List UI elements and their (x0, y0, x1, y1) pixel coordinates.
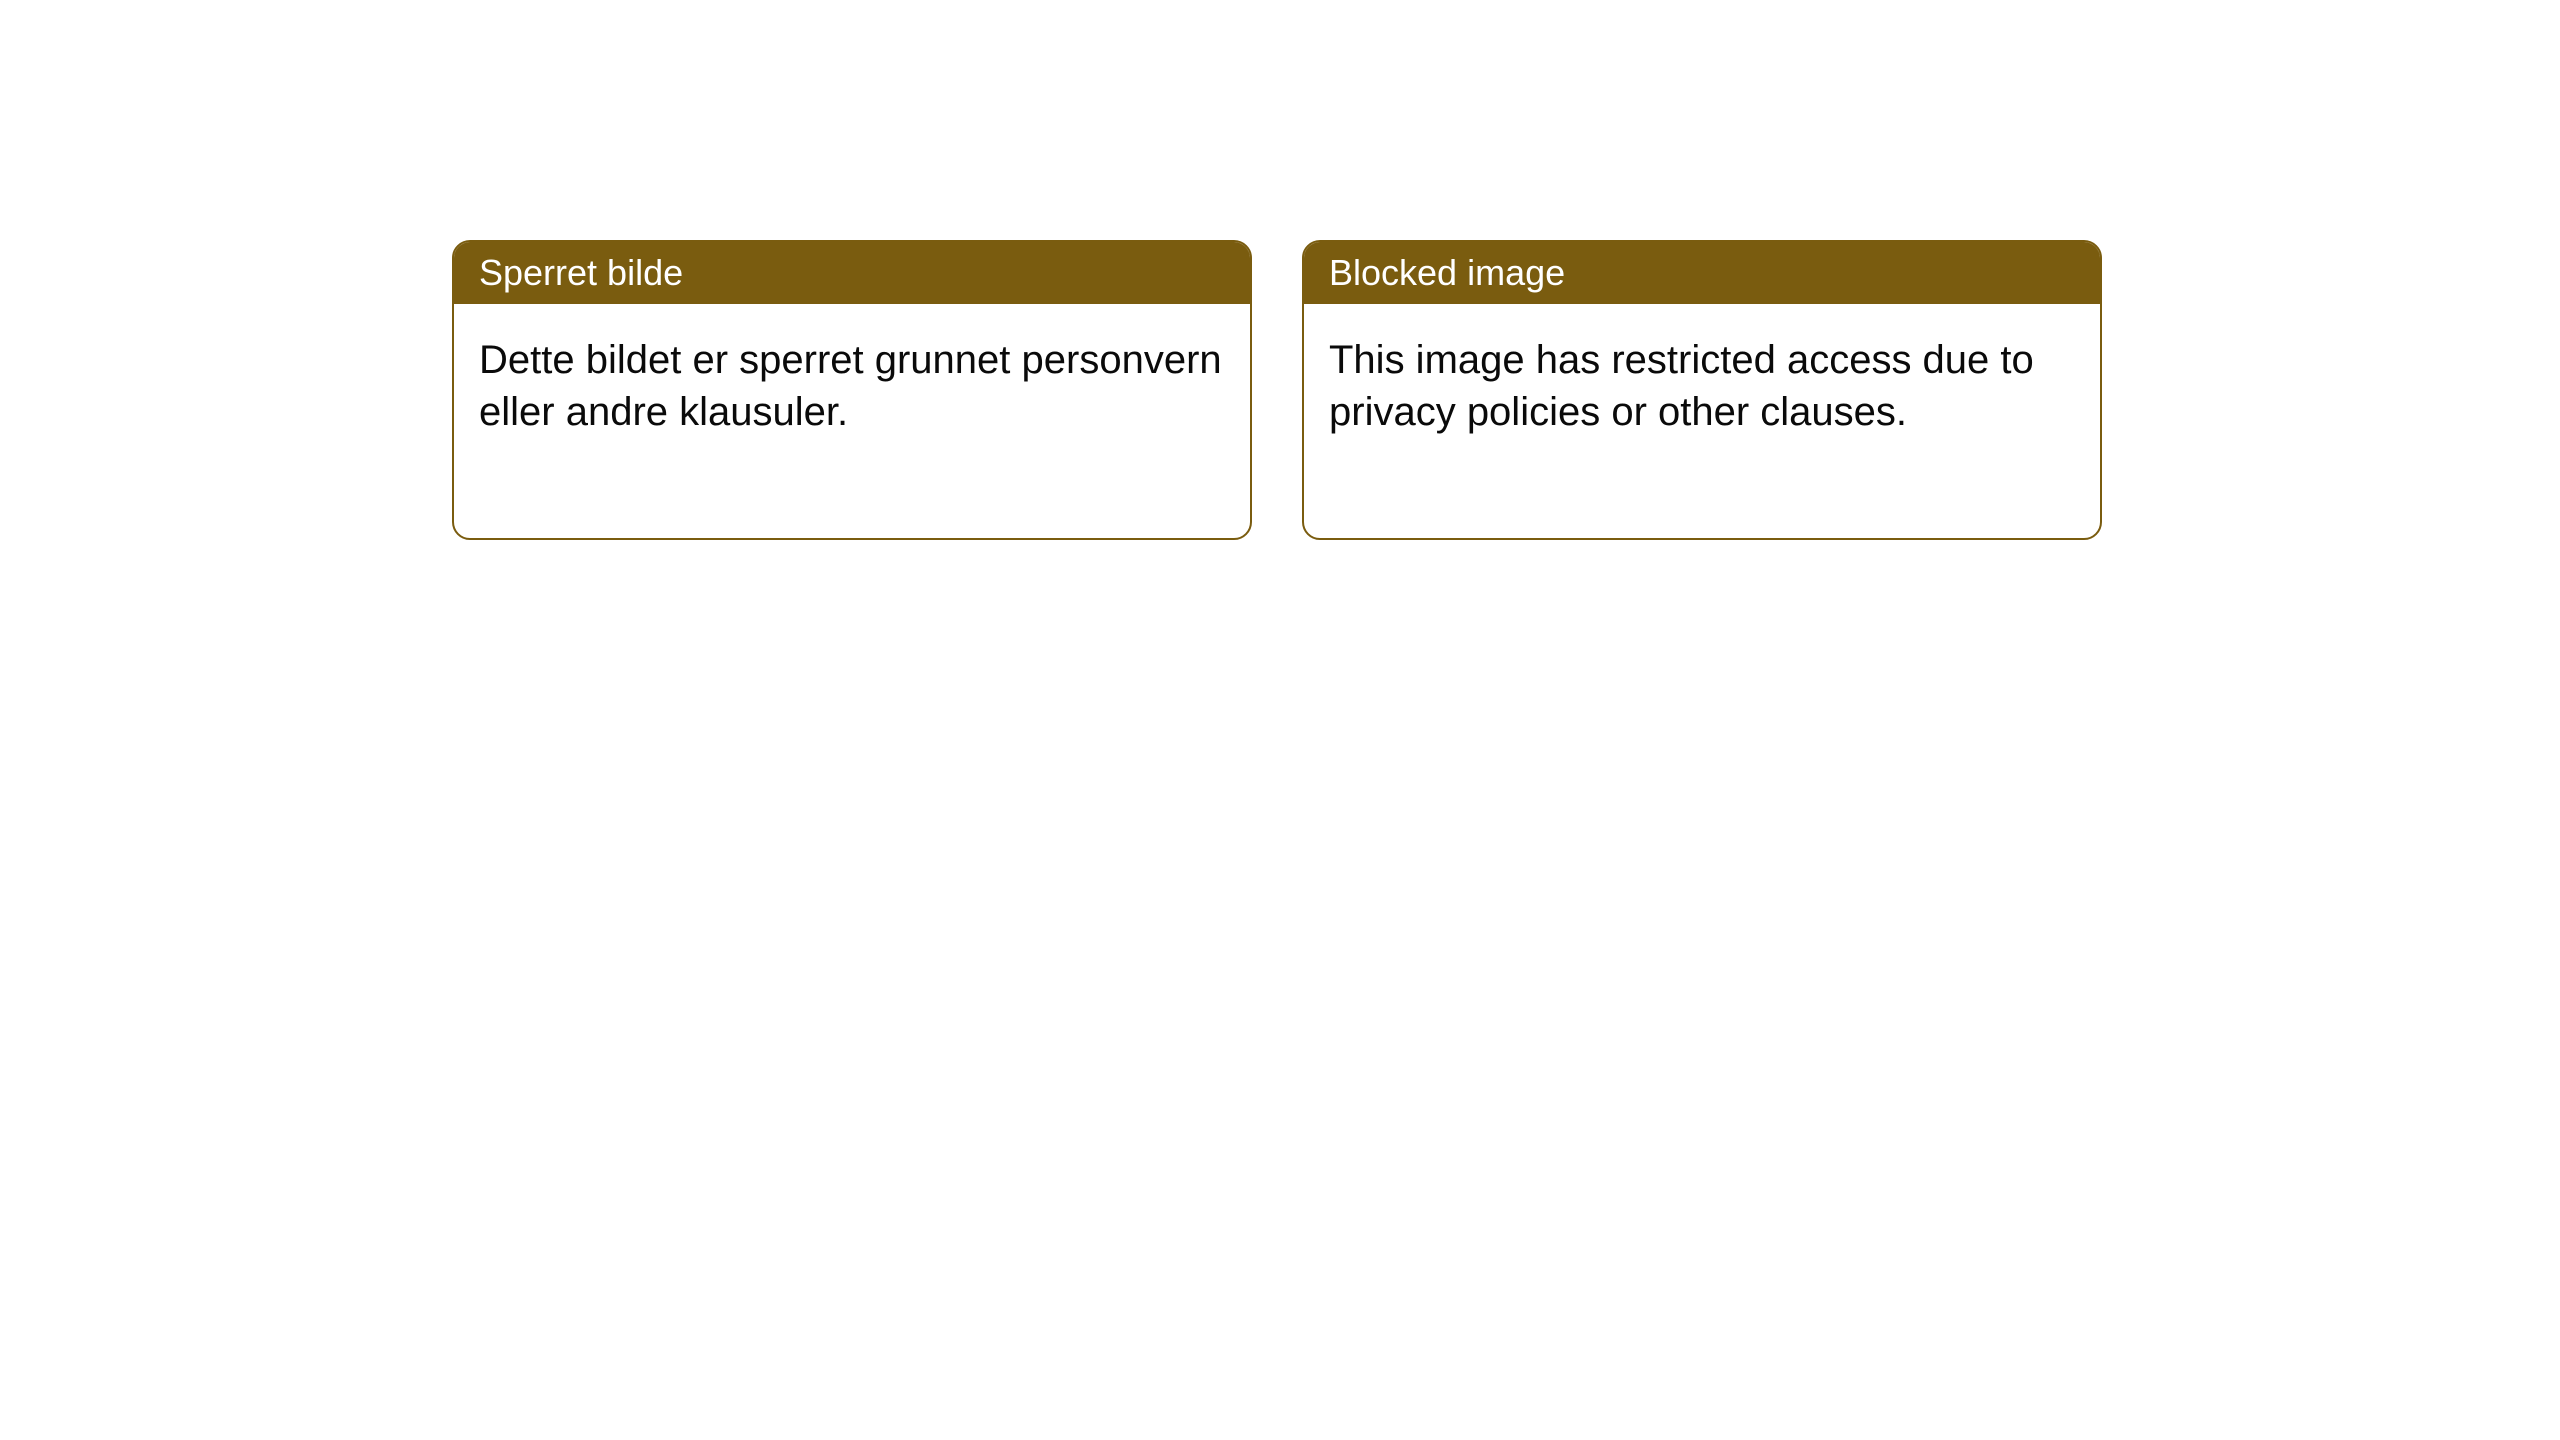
notice-body-text: This image has restricted access due to … (1329, 338, 2034, 434)
notice-title: Blocked image (1329, 252, 1565, 293)
notice-card-header: Sperret bilde (454, 242, 1250, 304)
notice-card-body: Dette bildet er sperret grunnet personve… (454, 304, 1250, 538)
notice-title: Sperret bilde (479, 252, 683, 293)
notice-card-header: Blocked image (1304, 242, 2100, 304)
notice-card-norwegian: Sperret bilde Dette bildet er sperret gr… (452, 240, 1252, 540)
notice-card-english: Blocked image This image has restricted … (1302, 240, 2102, 540)
notice-cards-container: Sperret bilde Dette bildet er sperret gr… (0, 0, 2560, 540)
notice-card-body: This image has restricted access due to … (1304, 304, 2100, 538)
notice-body-text: Dette bildet er sperret grunnet personve… (479, 338, 1222, 434)
